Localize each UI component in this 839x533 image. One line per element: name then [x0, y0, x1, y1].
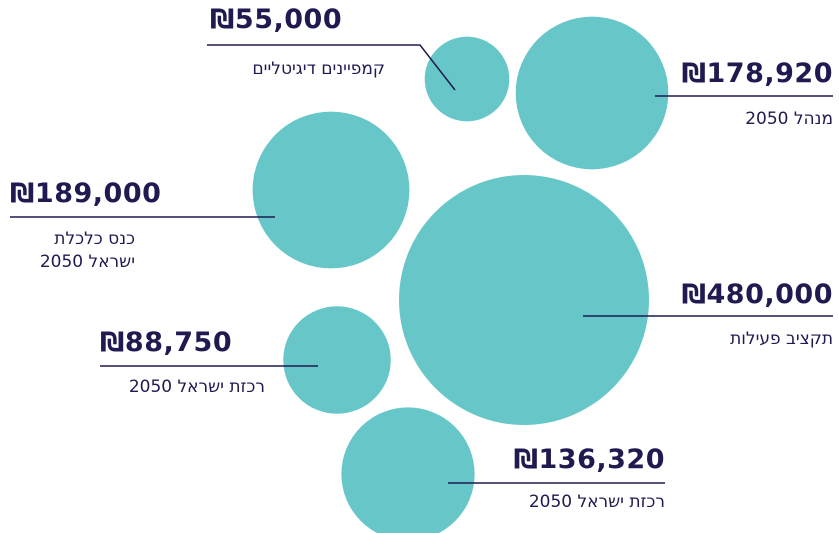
- category-label: תקציב פעילות: [730, 329, 833, 349]
- category-label: רכזת ישראל 2050: [128, 377, 265, 397]
- bubble: [341, 407, 475, 533]
- category-label: רכזת ישראל 2050: [528, 492, 665, 512]
- bubble: [399, 175, 649, 425]
- value-label: ₪480,000: [681, 279, 833, 310]
- value-label: ₪136,320: [513, 444, 665, 475]
- value-label: ₪189,000: [10, 178, 162, 209]
- category-label: מנהל 2050: [745, 109, 833, 129]
- leader-line: [207, 44, 456, 91]
- category-label: קמפיינים דיגיטליים: [252, 59, 385, 79]
- value-label: ₪178,920: [681, 58, 833, 89]
- value-label: ₪55,000: [210, 4, 343, 35]
- bubble: [252, 111, 410, 269]
- category-label: כנס כלכלת ישראל 2050: [39, 229, 135, 272]
- bubble: [424, 36, 510, 122]
- value-label: ₪88,750: [100, 327, 233, 358]
- bubble: [283, 306, 391, 414]
- bubble: [515, 16, 669, 170]
